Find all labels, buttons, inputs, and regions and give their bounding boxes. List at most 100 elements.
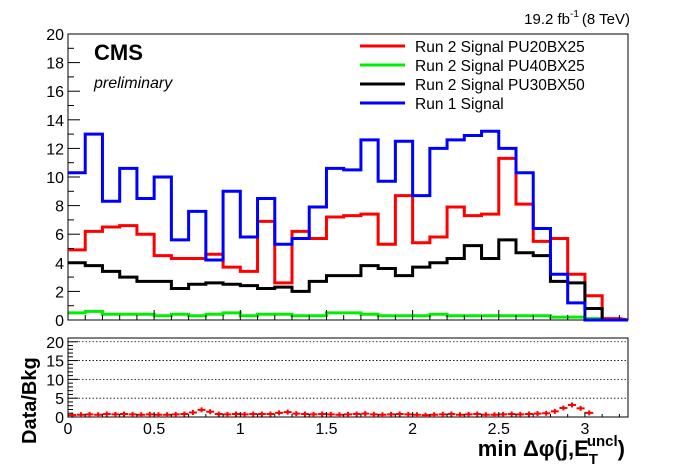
- ratio-point: [85, 411, 94, 417]
- cms-preliminary-label: preliminary: [93, 75, 173, 92]
- ratio-point: [404, 411, 413, 417]
- ratio-point: [257, 411, 266, 417]
- ratio-point: [145, 411, 154, 417]
- x-tick-label: 0.5: [143, 421, 165, 438]
- x-axis-title-sup: uncl: [587, 433, 618, 450]
- lumi-energy: (8 TeV): [582, 11, 630, 28]
- ratio-point: [361, 411, 370, 417]
- x-tick-label: 1: [236, 421, 245, 438]
- cms-label: CMS: [94, 40, 143, 65]
- ratio-point: [300, 411, 309, 417]
- ratio-point: [188, 409, 197, 415]
- lumi-value: 19.2 fb: [524, 11, 570, 28]
- ratio-point: [171, 411, 180, 417]
- ratio-gridlines: [68, 341, 628, 399]
- ratio-point: [344, 411, 352, 417]
- ratio-point: [507, 411, 516, 417]
- histogram-series-4: [68, 129, 628, 322]
- ratio-point: [438, 411, 447, 417]
- ratio-y-tick-label: 5: [55, 391, 64, 408]
- x-axis-title: min Δφ(j,ETuncl): [478, 433, 625, 468]
- ratio-point: [378, 412, 387, 418]
- ratio-point: [387, 411, 396, 417]
- ratio-point: [318, 411, 327, 417]
- ratio-point: [137, 412, 146, 418]
- x-axis-title-sub: T: [589, 451, 598, 468]
- ratio-point: [292, 411, 301, 417]
- ratio-point: [76, 412, 85, 418]
- ratio-point: [309, 411, 318, 417]
- ratio-point: [456, 412, 464, 418]
- ratio-point: [352, 411, 361, 417]
- ratio-point: [559, 405, 568, 411]
- ratio-point: [102, 411, 111, 417]
- lumi-exponent: -1: [570, 9, 579, 20]
- ratio-point: [395, 411, 404, 417]
- ratio-y-tick-label: 10: [46, 372, 64, 389]
- ratio-point: [154, 412, 163, 418]
- ratio-point: [499, 411, 508, 417]
- main-y-tick-label: 10: [46, 170, 64, 187]
- ratio-point: [568, 402, 576, 408]
- ratio-point: [232, 411, 240, 417]
- ratio-point: [240, 411, 249, 417]
- ratio-point: [128, 411, 137, 417]
- ratio-plot-frame: [67, 337, 629, 418]
- main-y-tick-label: 20: [46, 27, 64, 44]
- ratio-point: [542, 410, 551, 416]
- main-y-tick-label: 16: [46, 84, 64, 101]
- ratio-points: [68, 402, 594, 418]
- ratio-point: [369, 411, 378, 417]
- ratio-y-axis-title: Data/Bkg: [19, 357, 41, 444]
- legend-entry-label: Run 2 Signal PU20BX25: [415, 39, 585, 56]
- ratio-y-tick-label: 15: [46, 354, 64, 371]
- ratio-point: [206, 409, 215, 415]
- ratio-point: [490, 412, 499, 418]
- ratio-point: [481, 412, 490, 418]
- ratio-point: [94, 412, 103, 418]
- ratio-point: [524, 411, 533, 417]
- ratio-point: [180, 411, 189, 417]
- x-tick-label: 3: [580, 421, 589, 438]
- legend-entry-label: Run 2 Signal PU30BX50: [415, 77, 585, 94]
- ratio-point: [533, 411, 542, 417]
- ratio-point: [585, 410, 594, 416]
- ratio-x-axis: 0 0.5 1 1.5 2 2.5 3: [64, 412, 620, 438]
- ratio-point: [275, 410, 284, 416]
- ratio-point: [163, 412, 172, 418]
- main-y-axis: 0 2 4 6 8 10 12 14 16 18 20: [46, 27, 80, 330]
- ratio-y-tick-label: 20: [46, 335, 64, 352]
- x-tick-label: 2.5: [488, 421, 510, 438]
- main-y-tick-label: 2: [55, 284, 64, 301]
- ratio-point: [516, 411, 525, 417]
- main-y-tick-label: 12: [46, 141, 64, 158]
- ratio-point: [430, 412, 439, 418]
- ratio-point: [223, 411, 232, 417]
- ratio-point: [326, 411, 335, 417]
- lumi-label: 19.2 fb-1 (8 TeV): [524, 9, 630, 28]
- histogram-series-3: [68, 238, 628, 322]
- main-y-tick-label: 0: [55, 313, 64, 330]
- ratio-point: [412, 412, 421, 418]
- legend: Run 2 Signal PU20BX25 Run 2 Signal PU40BX…: [360, 39, 585, 113]
- legend-entry-label: Run 1 Signal: [415, 96, 504, 113]
- ratio-point: [335, 412, 344, 418]
- ratio-point: [576, 405, 585, 411]
- ratio-point: [214, 411, 223, 417]
- ratio-point: [447, 411, 456, 417]
- x-tick-label: 0: [64, 421, 73, 438]
- ratio-point: [249, 411, 258, 417]
- ratio-point: [421, 412, 430, 418]
- x-tick-label: 2: [408, 421, 417, 438]
- main-panel: 0 2 4 6 8 10 12 14 16 18 20 CMS preliminary Run 2 …: [46, 27, 629, 330]
- x-tick-label: 1.5: [315, 421, 337, 438]
- ratio-point: [197, 407, 206, 413]
- ratio-point: [111, 411, 120, 417]
- ratio-point: [120, 411, 128, 417]
- ratio-y-tick-label: 0: [55, 410, 64, 427]
- ratio-point: [283, 409, 292, 415]
- ratio-point: [473, 411, 482, 417]
